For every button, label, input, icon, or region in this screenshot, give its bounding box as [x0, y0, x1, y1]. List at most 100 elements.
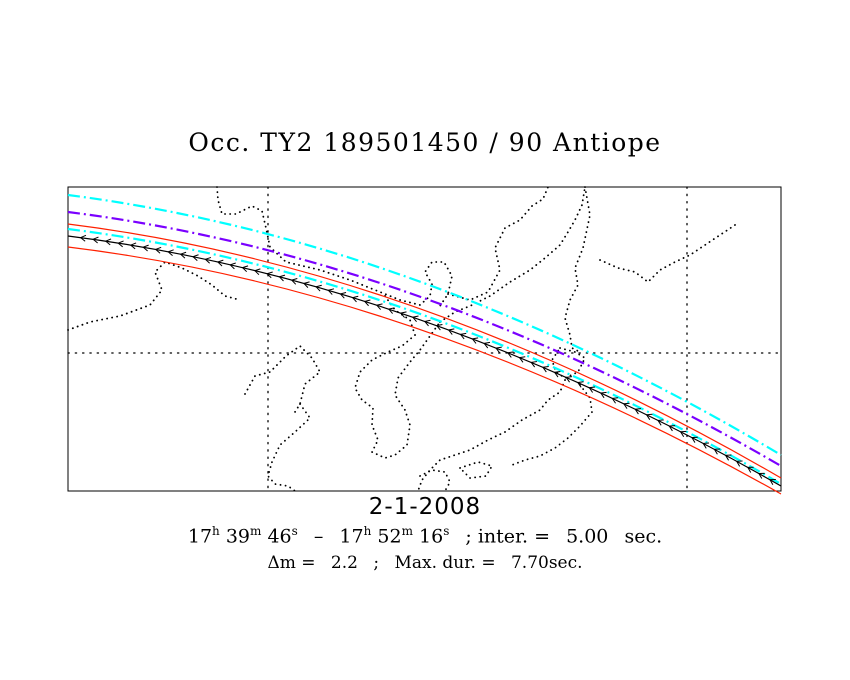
time-marker	[117, 240, 124, 248]
time-marker	[315, 284, 322, 292]
time-marker	[423, 319, 431, 327]
time-marker	[363, 299, 371, 307]
time-marker	[327, 288, 335, 295]
time-marker	[302, 281, 310, 288]
coastline-kuril	[599, 224, 736, 284]
interval-label: ; inter. =	[465, 525, 551, 548]
time-marker	[241, 265, 249, 273]
time-marker	[495, 346, 502, 354]
central-line	[67, 235, 782, 487]
time-marker	[622, 402, 630, 409]
coastline-sakhalin	[564, 186, 591, 353]
time-marker	[668, 425, 676, 432]
delta-m-label: Δm =	[267, 553, 316, 573]
time-marker	[724, 454, 732, 461]
time-marker	[735, 460, 743, 467]
time-marker	[506, 351, 514, 358]
interval-unit: sec.	[624, 525, 663, 548]
interval-value: 5.00	[566, 525, 609, 548]
start-minute: 39	[225, 525, 251, 548]
time-marker	[679, 430, 687, 438]
time-marker	[758, 472, 765, 479]
shadow-paths	[67, 193, 782, 495]
map-frame	[67, 186, 782, 492]
start-second: 46	[267, 525, 292, 548]
info-separator: ;	[373, 553, 380, 573]
uncertainty-limit-north	[67, 210, 782, 467]
one-sigma-limit-south	[67, 227, 782, 485]
time-marker	[192, 254, 199, 262]
end-hour: 17	[339, 525, 364, 548]
chart-title: Occ. TY2 189501450 / 90 Antiope	[188, 128, 662, 157]
time-marker	[104, 238, 112, 246]
time-marker	[588, 386, 596, 393]
time-separator: –	[313, 525, 324, 548]
magnitude-duration-line: Δm = 2.2 ; Max. dur. = 7.70sec.	[0, 553, 850, 573]
time-marker	[129, 242, 137, 250]
time-marker	[387, 307, 395, 314]
second-unit: s	[291, 524, 298, 538]
coastline-primorye	[439, 186, 586, 323]
time-marker	[553, 371, 561, 378]
time-marker	[645, 413, 653, 420]
coastline-kyushu	[419, 469, 452, 492]
time-marker	[167, 249, 174, 257]
time-marker	[483, 341, 491, 349]
time-marker	[375, 303, 383, 310]
event-date: 2-1-2008	[368, 494, 482, 520]
time-marker	[339, 291, 347, 299]
shadow-limit-north	[67, 223, 782, 479]
time-marker	[179, 251, 187, 259]
time-range-line: 17h 39m 46s – 17h 52m 16s ; inter. = 5.0…	[0, 524, 850, 547]
time-marker	[634, 408, 642, 415]
time-marker	[459, 332, 467, 340]
coastline-russia-north	[216, 186, 453, 307]
max-duration-label: Max. dur. =	[394, 553, 496, 573]
shadow-limit-south	[67, 246, 782, 495]
time-marker	[657, 419, 664, 426]
time-marker	[253, 268, 261, 276]
time-marker	[92, 236, 99, 244]
time-marker	[576, 381, 584, 388]
time-marker	[351, 295, 359, 303]
time-marker	[204, 256, 212, 264]
minute-unit-end: m	[401, 524, 413, 538]
coastline-korea	[354, 295, 441, 459]
coastline-honshu-west	[417, 379, 566, 492]
time-marker	[142, 244, 149, 252]
graticule	[67, 186, 782, 492]
time-marker	[435, 323, 443, 331]
coastlines	[67, 186, 736, 492]
coastline-honshu-east	[511, 384, 593, 466]
max-duration-value: 7.70sec.	[510, 553, 583, 573]
time-marker	[290, 278, 298, 285]
time-marker	[713, 448, 721, 455]
coastline-china-east	[267, 403, 312, 492]
time-marker	[599, 391, 607, 399]
time-marker	[216, 259, 224, 267]
time-marker	[518, 356, 526, 363]
time-marker	[769, 479, 776, 486]
time-marker	[447, 328, 455, 335]
end-second: 16	[419, 525, 444, 548]
time-marker	[691, 436, 698, 443]
minute-unit: m	[250, 524, 262, 538]
time-marker	[542, 366, 549, 373]
coastline-mongolia-north	[67, 260, 241, 331]
coastline-amur	[447, 186, 549, 301]
time-marker	[266, 271, 273, 279]
delta-m-value: 2.2	[330, 553, 358, 573]
time-marker	[702, 442, 710, 449]
time-marker	[399, 311, 407, 318]
time-marker	[611, 397, 619, 404]
end-minute: 52	[377, 525, 402, 548]
time-marker	[154, 246, 162, 254]
hour-unit-end: h	[363, 524, 372, 538]
time-marker	[229, 262, 236, 270]
time-marker	[278, 274, 286, 282]
coastline-shikoku	[458, 461, 494, 479]
time-marker	[471, 337, 479, 344]
coastline-bohai	[244, 344, 322, 413]
time-marker	[530, 361, 538, 368]
